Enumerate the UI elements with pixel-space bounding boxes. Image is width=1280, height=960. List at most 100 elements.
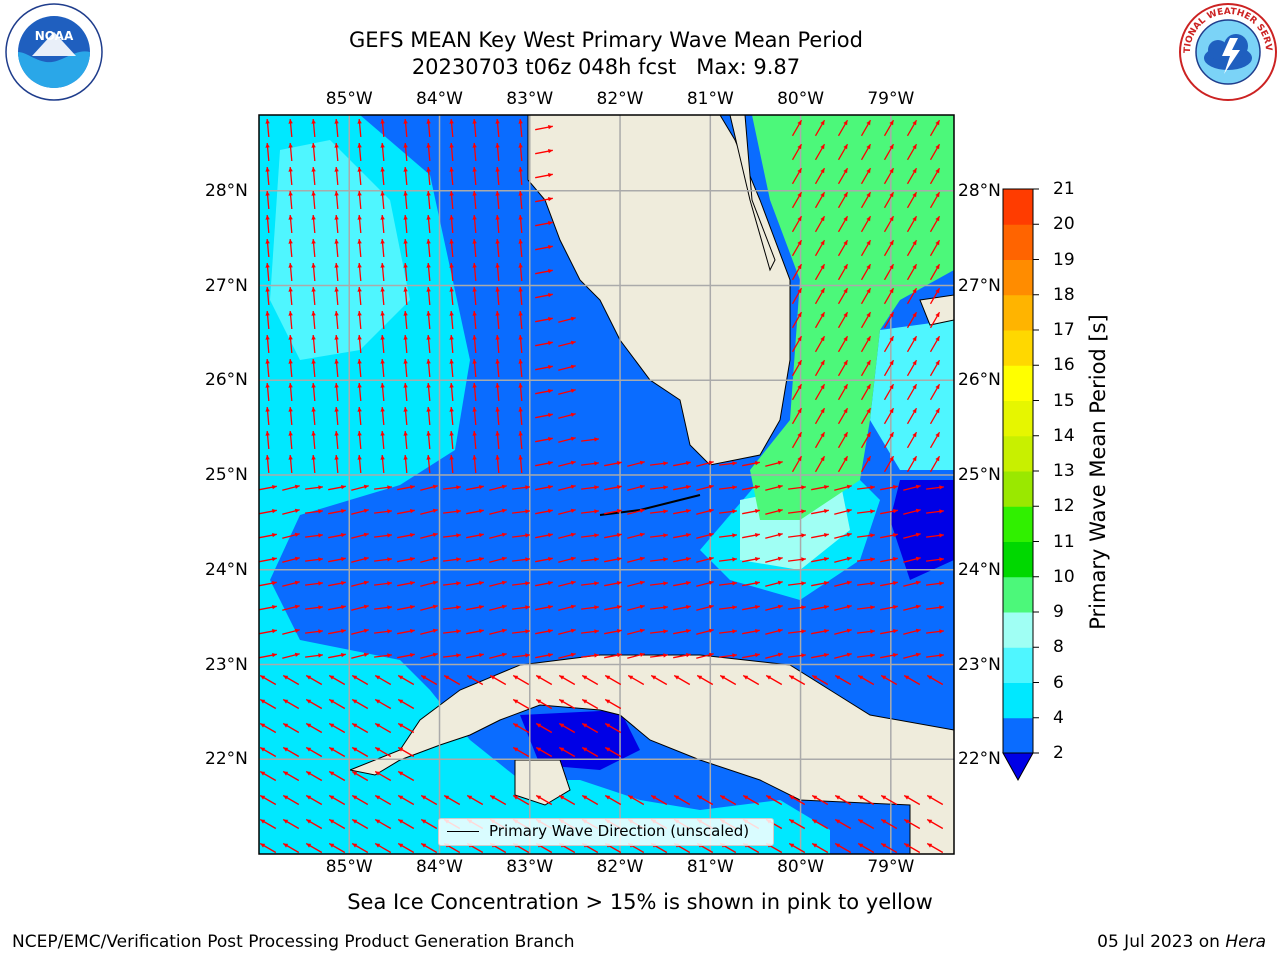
sea-ice-note: Sea Ice Concentration > 15% is shown in …	[347, 890, 933, 914]
wave-direction-arrowhead	[708, 628, 714, 633]
wave-direction-arrowhead	[495, 263, 500, 268]
wave-direction-arrowhead	[501, 652, 507, 657]
wave-direction-arrowhead	[559, 795, 565, 800]
wave-direction-arrowhead	[380, 407, 385, 412]
wave-direction-arrowhead	[398, 795, 404, 800]
wave-direction-arrowhead	[398, 771, 404, 776]
wave-direction-arrowhead	[935, 240, 940, 246]
wave-direction-arrowhead	[663, 461, 668, 466]
ocean-field-below-2s-east	[890, 480, 954, 580]
lat-tick-label: 25°N	[205, 465, 248, 486]
wave-direction-arrowhead	[605, 747, 611, 752]
wave-direction-arrowhead	[570, 364, 576, 369]
wave-direction-arrowhead	[708, 508, 714, 513]
wave-direction-arrowhead	[536, 723, 542, 728]
wave-direction-arrowhead	[843, 144, 848, 150]
wave-direction-arrowhead	[265, 383, 270, 388]
wave-direction-arrowhead	[797, 408, 802, 414]
wave-direction-arrowhead	[449, 287, 454, 292]
wave-direction-arrowhead	[582, 699, 588, 704]
wave-direction-arrowhead	[265, 215, 270, 220]
lon-tick-label: 82°W	[596, 857, 644, 877]
wave-direction-arrowhead	[329, 723, 335, 728]
wave-direction-arrowhead	[889, 216, 894, 222]
wave-direction-arrowhead	[843, 384, 848, 390]
wave-direction-arrowhead	[889, 336, 894, 342]
chart-title: GEFS MEAN Key West Primary Wave Mean Per…	[349, 28, 863, 52]
wave-direction-arrowhead	[904, 843, 910, 848]
wave-direction-arrowhead	[651, 795, 657, 800]
wave-direction-arrowhead	[265, 263, 270, 268]
wave-direction-arrowhead	[432, 484, 438, 489]
wave-direction-arrowhead	[663, 533, 668, 538]
wave-direction-arrowhead	[352, 675, 358, 680]
wave-direction-arrowhead	[866, 264, 871, 270]
colorbar-segment	[1003, 717, 1033, 754]
wave-direction-arrowhead	[893, 485, 898, 490]
wave-direction-arrowhead	[686, 485, 691, 490]
wave-direction-arrowhead	[421, 819, 427, 824]
lon-tick-label: 85°W	[325, 857, 373, 877]
wave-direction-arrowhead	[755, 557, 760, 562]
wave-direction-arrowhead	[387, 485, 392, 490]
map-frame	[258, 114, 955, 855]
wave-direction-arrowhead	[410, 533, 415, 538]
wave-direction-arrowhead	[866, 240, 871, 246]
wave-direction-arrowhead	[525, 557, 530, 562]
wave-direction-arrowhead	[403, 143, 408, 148]
wave-direction-arrowhead	[518, 167, 523, 172]
wave-direction-arrowhead	[820, 360, 825, 366]
wave-direction-arrowhead	[797, 456, 802, 462]
wave-direction-arrowhead	[288, 239, 293, 244]
wave-direction-arrowhead	[456, 653, 461, 658]
wave-direction-arrowhead	[824, 653, 829, 658]
wave-direction-arrowhead	[421, 843, 427, 848]
wave-direction-arrowhead	[426, 191, 431, 196]
wave-direction-arrowhead	[870, 581, 875, 586]
wave-direction-arrowhead	[311, 431, 316, 436]
wave-direction-arrowhead	[357, 263, 362, 268]
wave-direction-arrowhead	[334, 263, 339, 268]
lon-tick-label: 82°W	[596, 89, 644, 109]
lon-tick-label: 85°W	[325, 89, 373, 109]
wave-direction-arrowhead	[375, 843, 381, 848]
colorbar-tick-label: 2	[1053, 743, 1064, 763]
wave-direction-arrowhead	[501, 580, 507, 585]
wave-direction-arrowhead	[380, 143, 385, 148]
wave-direction-arrowhead	[357, 239, 362, 244]
wave-direction-arrowhead	[870, 629, 875, 634]
wave-direction-arrowhead	[318, 605, 323, 610]
wave-direction-arrowhead	[398, 723, 404, 728]
wave-direction-arrowhead	[260, 819, 266, 824]
wave-direction-arrowhead	[915, 532, 921, 537]
wave-direction-arrowhead	[858, 819, 864, 824]
wave-direction-arrowhead	[915, 652, 921, 657]
wave-direction-arrowhead	[398, 819, 404, 824]
wave-direction-arrowhead	[935, 360, 940, 366]
wave-direction-arrowhead	[518, 143, 523, 148]
wave-direction-arrowhead	[357, 455, 362, 460]
wave-direction-arrowhead	[846, 532, 852, 537]
wave-direction-arrowhead	[935, 336, 940, 342]
wave-direction-arrowhead	[432, 628, 438, 633]
colorbar-tick-label: 19	[1053, 249, 1075, 270]
wave-direction-arrowhead	[363, 484, 369, 489]
colorbar-tick-label: 14	[1053, 425, 1075, 446]
wave-direction-arrowhead	[318, 581, 323, 586]
wave-direction-arrowhead	[403, 431, 408, 436]
wave-direction-arrowhead	[904, 795, 910, 800]
wave-direction-arrowhead	[283, 675, 289, 680]
wave-direction-arrowhead	[686, 653, 691, 658]
lat-tick-label: 22°N	[958, 749, 1001, 770]
wave-direction-arrowhead	[403, 383, 408, 388]
wave-direction-arrowhead	[889, 168, 894, 174]
wave-direction-arrowhead	[334, 239, 339, 244]
wave-direction-arrowhead	[403, 287, 408, 292]
colorbar-tick-label: 21	[1053, 179, 1075, 199]
wave-direction-arrowhead	[329, 819, 335, 824]
wave-direction-arrowhead	[617, 509, 622, 514]
wave-direction-arrowhead	[639, 580, 645, 585]
wave-direction-arrowhead	[260, 771, 266, 776]
wave-direction-arrowhead	[449, 359, 454, 364]
wave-direction-arrowhead	[449, 191, 454, 196]
